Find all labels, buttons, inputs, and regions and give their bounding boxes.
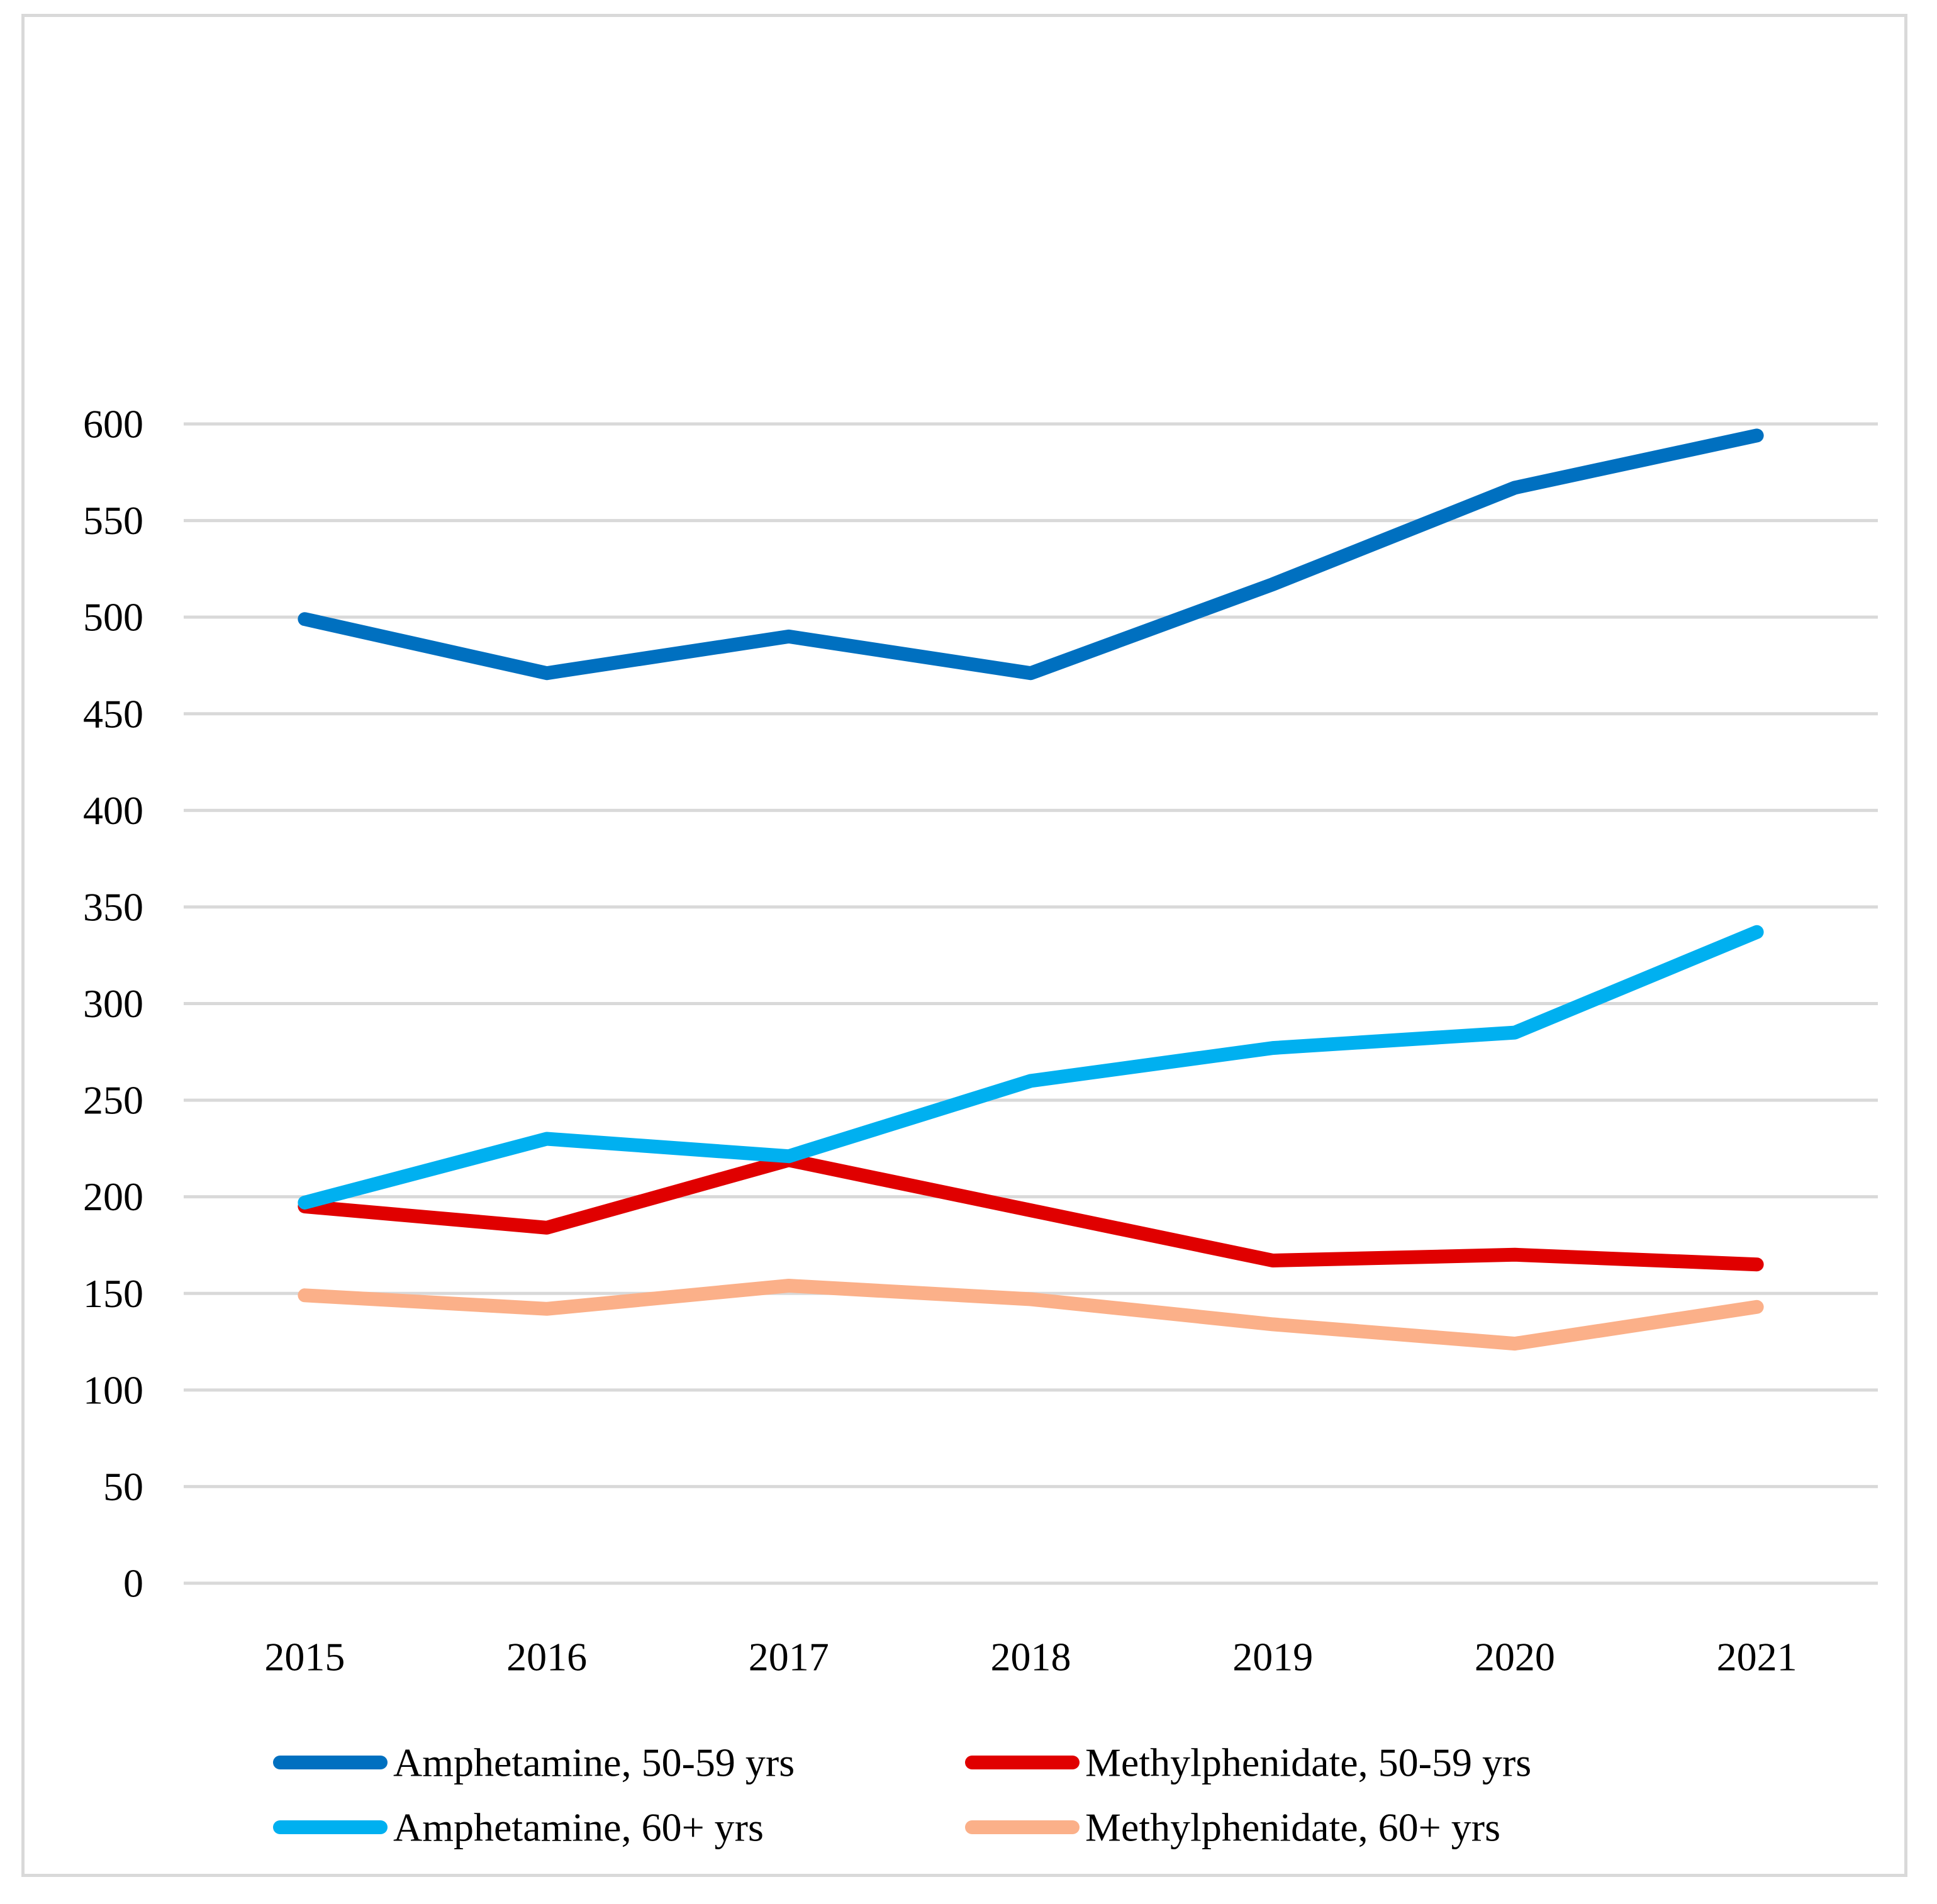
legend-label-1: Amphetamine, 50-59 yrs xyxy=(393,1740,795,1785)
chart-frame xyxy=(21,14,1907,1877)
x-tick-label: 2015 xyxy=(264,1635,345,1679)
y-tick-label: 0 xyxy=(123,1561,143,1606)
y-tick-label: 250 xyxy=(83,1078,143,1123)
y-tick-label: 150 xyxy=(83,1271,143,1316)
y-tick-label: 600 xyxy=(83,402,143,447)
series-line-2 xyxy=(298,1153,1764,1272)
legend-label-2: Methylphenidate, 50-59 yrs xyxy=(1085,1740,1531,1785)
x-tick-label: 2021 xyxy=(1717,1635,1797,1679)
y-axis: 0 50 100 150 200 250 300 350 400 450 500 550 600 xyxy=(83,402,143,1606)
x-tick-label: 2016 xyxy=(506,1635,587,1679)
x-axis: 2015 2016 2017 2018 2019 2020 2021 xyxy=(264,1635,1797,1679)
series-layer xyxy=(298,428,1764,1351)
x-tick-label: 2019 xyxy=(1232,1635,1313,1679)
y-tick-label: 500 xyxy=(83,595,143,640)
y-tick-label: 100 xyxy=(83,1367,143,1412)
series-line-1 xyxy=(298,428,1764,681)
gridlines xyxy=(184,422,1878,1585)
y-tick-label: 200 xyxy=(83,1174,143,1219)
series-line-3 xyxy=(298,925,1764,1210)
x-tick-label: 2018 xyxy=(991,1635,1071,1679)
legend: Amphetamine, 50-59 yrs Methylphenidate, 5… xyxy=(273,1740,1531,1850)
series-line-4 xyxy=(298,1279,1764,1351)
y-tick-label: 400 xyxy=(83,788,143,833)
legend-label-4: Methylphenidate, 60+ yrs xyxy=(1085,1805,1500,1850)
y-tick-label: 350 xyxy=(83,884,143,929)
y-tick-label: 550 xyxy=(83,498,143,543)
y-tick-label: 450 xyxy=(83,691,143,736)
legend-label-3: Amphetamine, 60+ yrs xyxy=(393,1805,764,1850)
y-tick-label: 50 xyxy=(103,1464,143,1509)
y-tick-label: 300 xyxy=(83,981,143,1026)
x-tick-label: 2017 xyxy=(749,1635,829,1679)
x-tick-label: 2020 xyxy=(1475,1635,1555,1679)
